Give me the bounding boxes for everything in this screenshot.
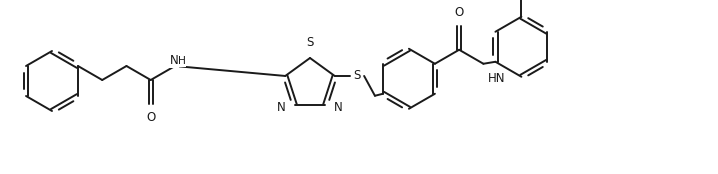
Text: N: N xyxy=(335,101,343,113)
Text: N: N xyxy=(277,101,286,113)
Text: S: S xyxy=(353,69,361,82)
Text: O: O xyxy=(146,111,155,124)
Text: O: O xyxy=(454,6,464,19)
Text: H: H xyxy=(178,56,186,66)
Text: N: N xyxy=(169,54,178,68)
Text: S: S xyxy=(307,36,314,49)
Text: HN: HN xyxy=(488,72,505,85)
